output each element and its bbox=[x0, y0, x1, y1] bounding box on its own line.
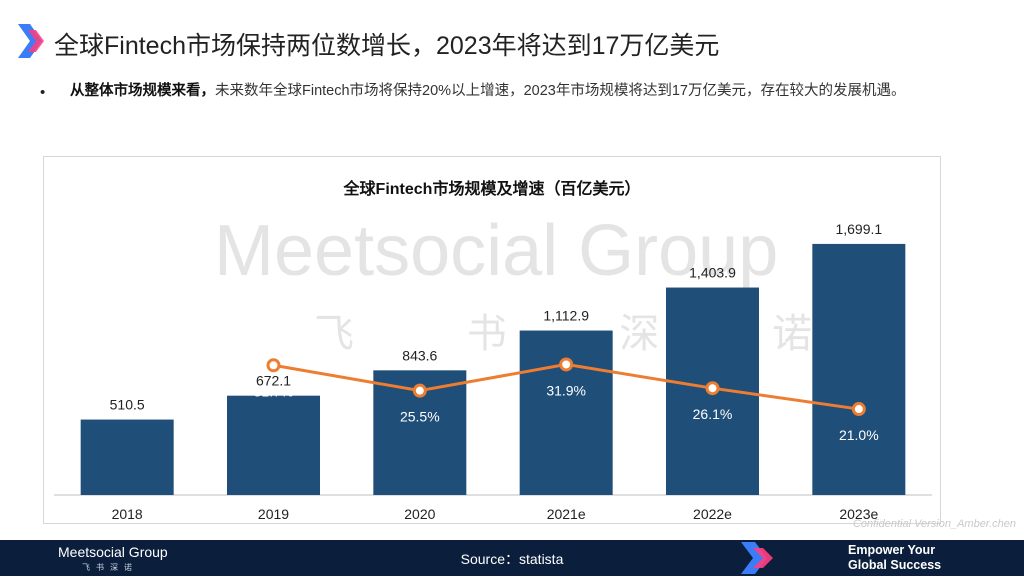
footer-brand: Meetsocial Group bbox=[58, 544, 168, 560]
slogan-line-2: Global Success bbox=[848, 558, 942, 572]
bar-value-label: 672.1 bbox=[256, 373, 291, 389]
growth-label: 31.9% bbox=[546, 382, 586, 398]
growth-label: 21.0% bbox=[839, 427, 879, 443]
growth-point bbox=[851, 402, 866, 417]
footer-source: Source：statista bbox=[460, 551, 564, 567]
growth-label: 25.5% bbox=[400, 409, 440, 425]
slogan-line-1: Empower Your bbox=[848, 543, 936, 557]
growth-point bbox=[559, 357, 574, 372]
footer-bar: Meetsocial Group 飞书深诺 Source：statista Em… bbox=[0, 540, 1024, 576]
growth-label: 31.7% bbox=[254, 383, 294, 399]
page-title: 全球Fintech市场保持两位数增长，2023年将达到17万亿美元 bbox=[54, 32, 720, 60]
bullet-text: 从整体市场规模来看，未来数年全球Fintech市场将保持20%以上增速，2023… bbox=[70, 80, 950, 103]
confidential-watermark: Confidential Version_Amber.chen bbox=[852, 518, 1016, 530]
bullet-dot: • bbox=[40, 84, 46, 101]
chart-watermark: Meetsocial Group bbox=[214, 211, 778, 291]
chart-title: 全球Fintech市场规模及增速（百亿美元） bbox=[343, 181, 641, 198]
x-tick-label: 2021e bbox=[547, 506, 586, 522]
bar-value-label: 843.6 bbox=[402, 347, 437, 363]
bar-2023e bbox=[812, 243, 906, 495]
bar-2021e bbox=[519, 330, 613, 495]
growth-point bbox=[705, 381, 720, 396]
bar-value-label: 1,112.9 bbox=[543, 308, 589, 324]
bar-2019 bbox=[227, 395, 320, 495]
bullet-bold: 从整体市场规模来看， bbox=[70, 83, 215, 99]
growth-point bbox=[412, 383, 427, 398]
x-tick-label: 2022e bbox=[693, 506, 732, 522]
x-tick-label: 2018 bbox=[112, 506, 143, 522]
footer-brand-sub: 飞书深诺 bbox=[82, 563, 138, 572]
footer-slogan: Empower Your Global Success bbox=[848, 543, 941, 573]
bar-value-label: 510.5 bbox=[110, 397, 145, 413]
x-tick-label: 2019 bbox=[258, 506, 289, 522]
bar-2018 bbox=[80, 419, 174, 495]
x-tick-label: 2023e bbox=[839, 506, 878, 522]
bar-value-label: 1,403.9 bbox=[689, 265, 736, 281]
footer-logo-icon bbox=[741, 542, 773, 574]
brand-logo-icon bbox=[18, 24, 44, 58]
growth-point bbox=[266, 358, 281, 373]
growth-label: 26.1% bbox=[693, 406, 733, 422]
bar-value-label: 1,699.1 bbox=[835, 221, 882, 237]
bullet-body: 未来数年全球Fintech市场将保持20%以上增速，2023年市场规模将达到17… bbox=[215, 83, 906, 99]
x-tick-label: 2020 bbox=[404, 506, 435, 522]
